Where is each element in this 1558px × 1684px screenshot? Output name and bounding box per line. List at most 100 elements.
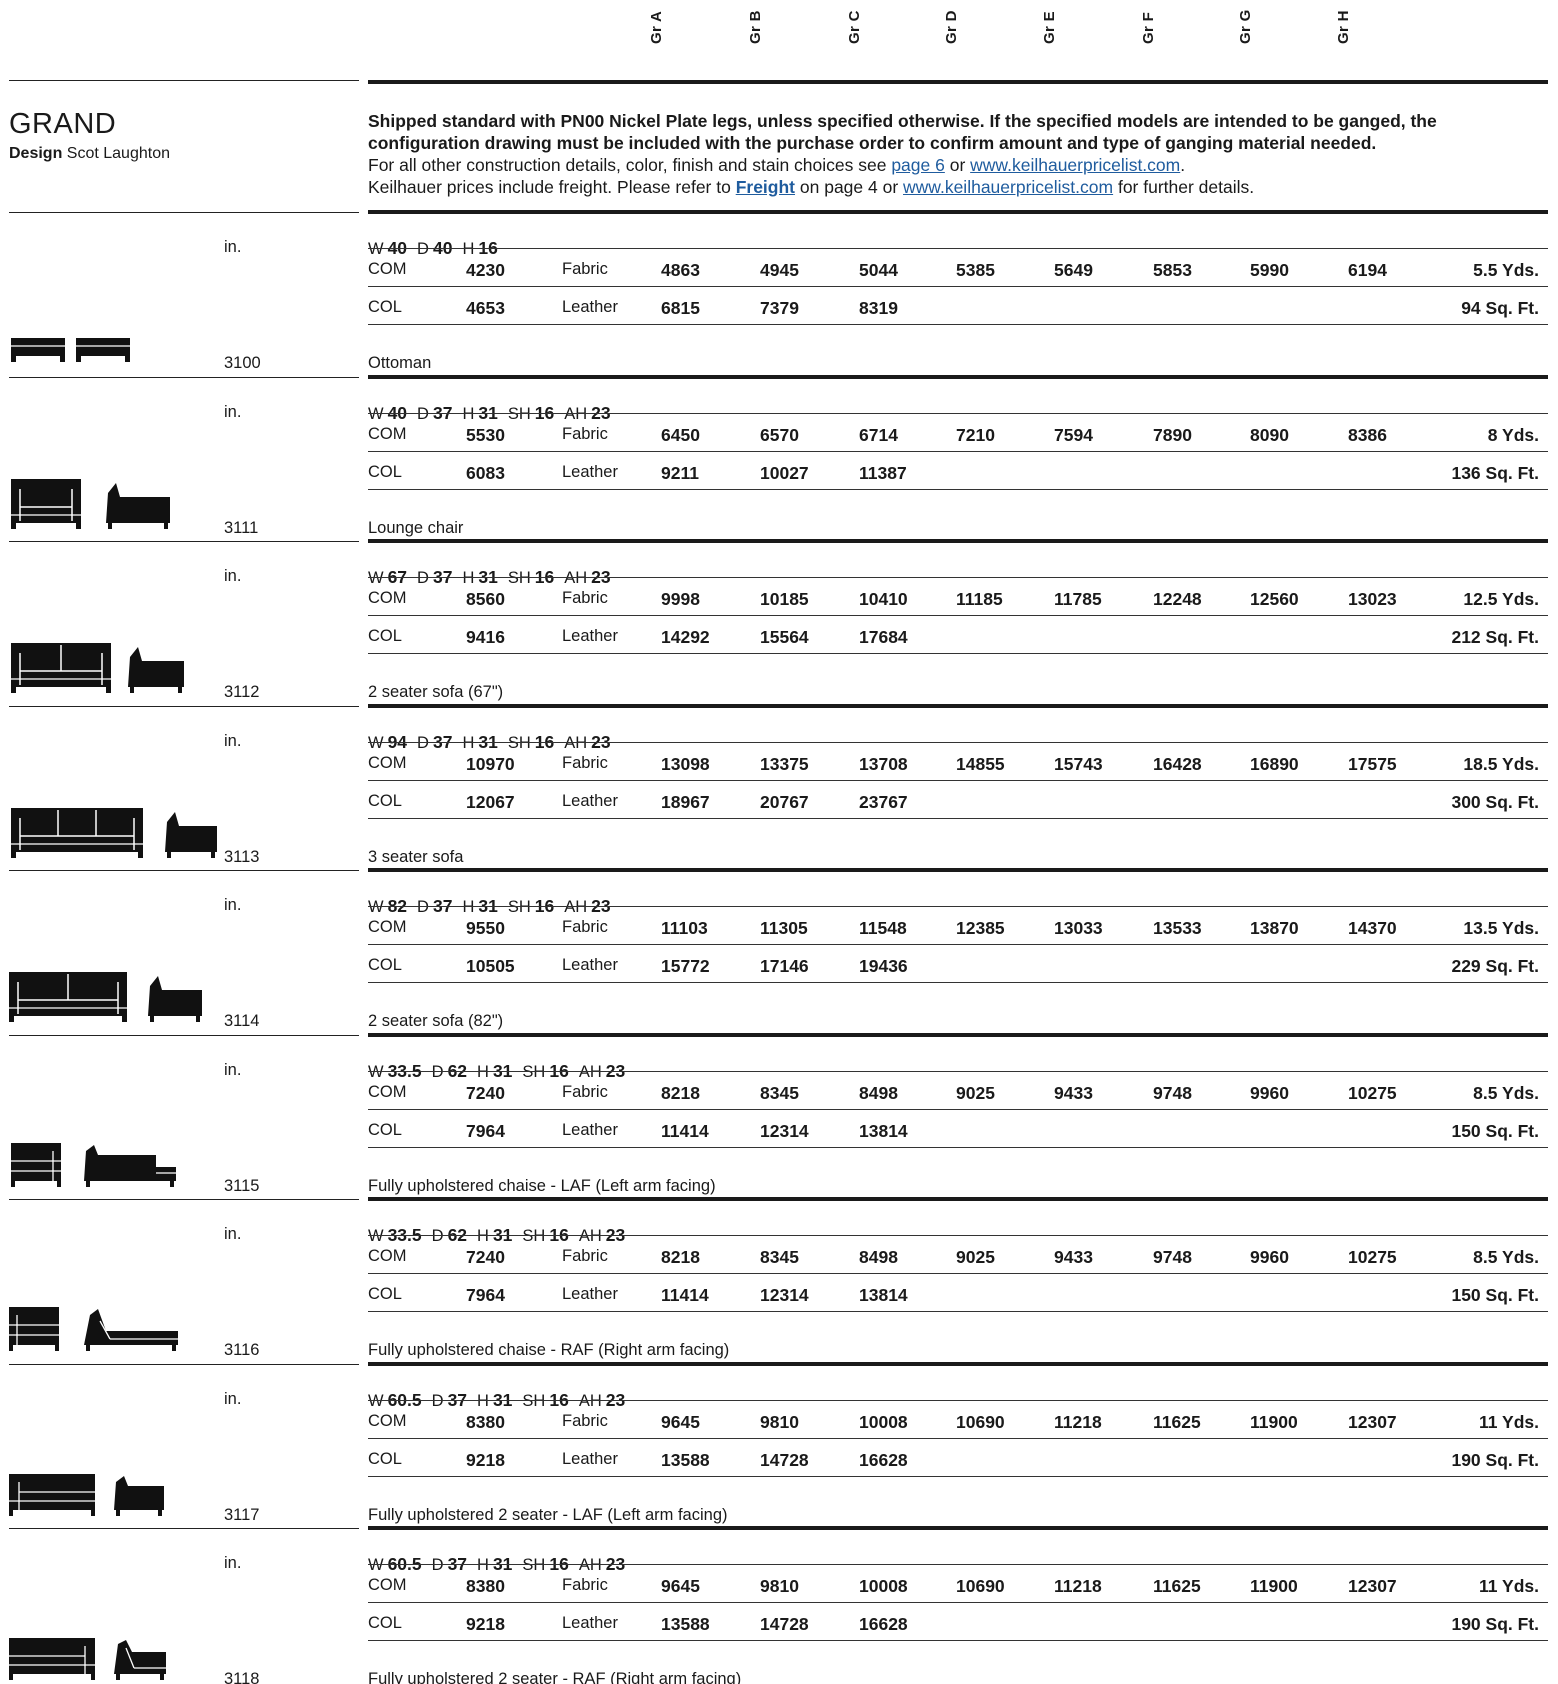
col-price: 9218 <box>466 1450 505 1470</box>
grade-price: 7890 <box>1153 425 1192 445</box>
dimension-label: D <box>417 734 429 752</box>
grade-price: 10027 <box>760 463 809 483</box>
unit-label: in. <box>224 1225 242 1243</box>
grade-price: 5649 <box>1054 260 1093 280</box>
dimension-label: AH <box>578 1556 602 1574</box>
grade-price: 13098 <box>661 754 710 774</box>
row-type-label: COM <box>368 425 407 443</box>
model-description: 2 seater sofa (67") <box>368 683 504 701</box>
model-code: 3100 <box>224 354 261 372</box>
row-separator <box>368 1071 1548 1072</box>
dimension-label: D <box>417 569 429 587</box>
grade-header: Gr F <box>1139 0 1169 60</box>
grade-price: 23767 <box>859 792 908 812</box>
grade-header-label: Gr C <box>846 10 863 44</box>
dimensions: W 67 D 37 H 31 SH 16 AH 23 <box>368 567 621 588</box>
fabric-quantity: 18.5 Yds. <box>1463 754 1539 774</box>
dimension-label: H <box>462 898 475 916</box>
grade-header-label: Gr F <box>1140 11 1157 44</box>
fabric-quantity: 8.5 Yds. <box>1473 1083 1539 1103</box>
grade-price: 16628 <box>859 1614 908 1634</box>
grade-price: 6815 <box>661 298 700 318</box>
com-price: 7240 <box>466 1083 505 1103</box>
model-description: 2 seater sofa (82") <box>368 1012 504 1030</box>
freight-link[interactable]: Freight <box>735 177 796 197</box>
intro-details-mid: or <box>944 155 971 175</box>
left-top-rule <box>9 80 359 81</box>
material-label: Leather <box>562 1450 618 1468</box>
grade-price: 11218 <box>1054 1576 1102 1596</box>
page-6-link[interactable]: page 6 <box>891 155 945 175</box>
grade-price: 11548 <box>859 918 907 938</box>
dimension-label: SH <box>507 569 531 587</box>
grade-price: 12307 <box>1348 1412 1397 1432</box>
grade-price: 12248 <box>1153 589 1202 609</box>
dimensions: W 94 D 37 H 31 SH 16 AH 23 <box>368 732 621 753</box>
row-separator <box>368 615 1548 616</box>
grade-price: 4863 <box>661 260 700 280</box>
product-block: in. W 33.5 D 62 H 31 SH 16 AH 23 COM 7240 Fabric 8218 8… <box>0 1035 1558 1199</box>
grade-header-label: Gr E <box>1041 11 1058 44</box>
com-price-row: COM 10970 Fabric 13098 13375 13708 14855 15743 1… <box>0 744 1558 782</box>
model-code: 3112 <box>224 683 260 701</box>
material-label: Fabric <box>562 1083 608 1101</box>
dimension-label: D <box>417 240 429 258</box>
grade-price: 10410 <box>859 589 908 609</box>
model-description: Fully upholstered 2 seater - LAF (Left a… <box>368 1506 728 1524</box>
grade-price: 13708 <box>859 754 908 774</box>
dimension-label: D <box>431 1392 444 1410</box>
dimension-label: W <box>368 898 384 916</box>
sofa-2-seat-front-icon <box>11 643 111 693</box>
col-price: 4653 <box>466 298 505 318</box>
product-main-rule <box>368 210 1548 214</box>
intro-details-line: For all other construction details, colo… <box>368 154 1548 176</box>
grade-price: 11103 <box>661 918 708 938</box>
product-drawings <box>8 304 218 364</box>
row-separator <box>368 780 1548 781</box>
dimension-label: SH <box>522 1556 546 1574</box>
grade-price: 14855 <box>956 754 1005 774</box>
grade-price: 5385 <box>956 260 995 280</box>
leather-quantity: 212 Sq. Ft. <box>1451 627 1539 647</box>
material-label: Leather <box>562 956 618 974</box>
grade-price: 5990 <box>1250 260 1289 280</box>
pricelist-link-2[interactable]: www.keilhauerpricelist.com <box>903 177 1114 197</box>
grade-price: 6194 <box>1348 260 1387 280</box>
row-separator <box>368 1640 1548 1641</box>
grade-price: 10008 <box>859 1576 908 1596</box>
grade-price: 11900 <box>1250 1412 1298 1432</box>
dimension-label: H <box>477 1063 489 1081</box>
col-price-row: COL 10505 Leather 15772 17146 19436 229 Sq. Ft… <box>0 946 1558 984</box>
ottoman-side-icon <box>76 338 130 362</box>
sofa-side-icon <box>128 647 184 693</box>
grade-price: 9645 <box>661 1412 700 1432</box>
row-separator <box>368 982 1548 983</box>
pricelist-link[interactable]: www.keilhauerpricelist.com <box>970 155 1181 175</box>
designer-credit: Design Scot Laughton <box>9 145 170 163</box>
material-label: Leather <box>562 298 618 316</box>
product-main-rule <box>368 1197 1548 1201</box>
dimension-label: H <box>462 734 475 752</box>
product-left-rule <box>9 541 359 542</box>
sofa-2-seat-wide-front-icon <box>9 972 127 1022</box>
material-label: Fabric <box>562 260 608 278</box>
grade-price: 17146 <box>760 956 809 976</box>
main-top-rule <box>368 80 1548 84</box>
product-main-rule <box>368 1526 1548 1530</box>
dimension-label: H <box>462 240 475 258</box>
grade-price: 9998 <box>661 589 700 609</box>
two-seater-raf-front-icon <box>9 1638 95 1680</box>
chaise-raf-front-icon <box>9 1307 59 1351</box>
grade-price: 6570 <box>760 425 799 445</box>
grade-price: 10690 <box>956 1576 1005 1596</box>
grade-price: 13814 <box>859 1121 908 1141</box>
material-label: Fabric <box>562 589 608 607</box>
grade-price: 11625 <box>1153 1576 1201 1596</box>
grade-price: 18967 <box>661 792 710 812</box>
com-price: 8380 <box>466 1576 505 1596</box>
grade-price: 12385 <box>956 918 1005 938</box>
dimension-label: SH <box>522 1227 546 1245</box>
com-price-row: COM 4230 Fabric 4863 4945 5044 5385 5649 5853 599… <box>0 250 1558 288</box>
model-description: 3 seater sofa <box>368 848 464 866</box>
row-separator <box>368 413 1548 414</box>
